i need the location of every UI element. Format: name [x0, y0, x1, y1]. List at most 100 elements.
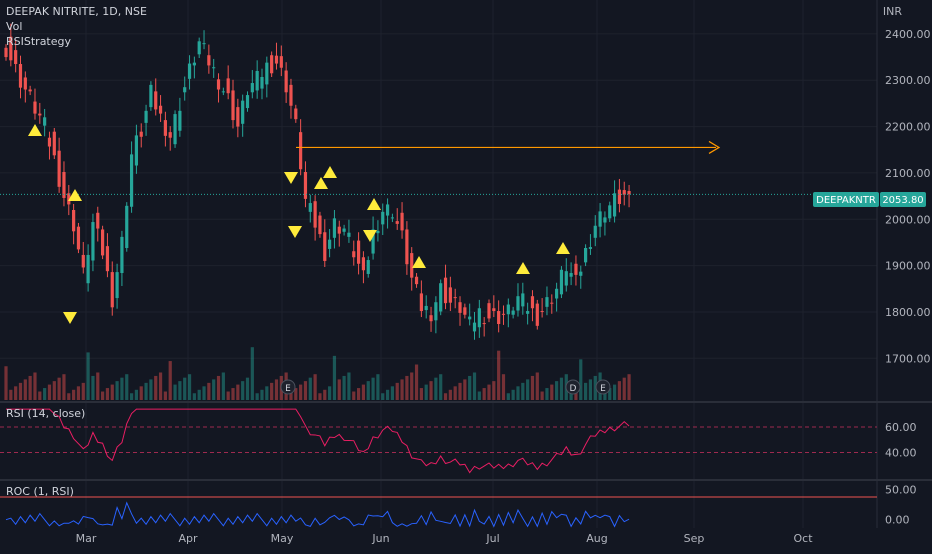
candle[interactable] [289, 78, 293, 119]
candle[interactable] [424, 295, 428, 319]
candle[interactable] [497, 300, 501, 333]
candle[interactable] [183, 76, 187, 101]
candle[interactable] [144, 104, 148, 136]
volume-legend[interactable]: Vol [6, 20, 23, 33]
candle[interactable] [313, 195, 317, 241]
candle[interactable] [294, 104, 298, 123]
candle[interactable] [332, 210, 337, 249]
candle[interactable] [18, 55, 23, 99]
candle[interactable] [303, 161, 308, 208]
candle[interactable] [487, 299, 491, 323]
candle[interactable] [579, 265, 583, 289]
candle[interactable] [463, 303, 467, 319]
event-badge[interactable]: E [280, 379, 296, 395]
candle[interactable] [265, 56, 269, 98]
candle[interactable] [231, 79, 235, 129]
candle[interactable] [129, 141, 134, 213]
candle[interactable] [57, 137, 61, 193]
candle[interactable] [274, 42, 279, 70]
candle[interactable] [52, 127, 56, 160]
event-badge[interactable]: E [595, 379, 611, 395]
candle[interactable] [308, 194, 312, 223]
candle[interactable] [453, 288, 457, 309]
candle[interactable] [492, 295, 496, 318]
candle[interactable] [91, 213, 95, 272]
candle[interactable] [385, 198, 390, 229]
rsi-legend[interactable]: RSI (14, close) [6, 407, 86, 420]
candle[interactable] [4, 44, 8, 61]
candle[interactable] [429, 306, 433, 332]
candle[interactable] [448, 276, 452, 312]
candle[interactable] [516, 283, 520, 317]
candle[interactable] [506, 298, 510, 328]
symbol-title[interactable]: DEEPAK NITRITE, 1D, NSE [6, 5, 147, 18]
candle[interactable] [612, 180, 617, 223]
candle[interactable] [598, 203, 602, 238]
candle[interactable] [197, 37, 201, 58]
candle[interactable] [28, 85, 32, 96]
candle[interactable] [173, 110, 177, 148]
candle[interactable] [550, 294, 554, 314]
candle[interactable] [352, 240, 356, 266]
candle[interactable] [212, 58, 216, 78]
candle[interactable] [400, 202, 404, 239]
candle[interactable] [23, 71, 27, 103]
candle[interactable] [477, 299, 481, 338]
candle[interactable] [221, 87, 225, 96]
candle[interactable] [482, 317, 486, 337]
strategy-legend[interactable]: RSIStrategy [6, 35, 72, 48]
candle[interactable] [511, 306, 515, 319]
candle[interactable] [270, 51, 274, 77]
candle[interactable] [347, 219, 351, 243]
candle[interactable] [105, 233, 110, 278]
candle[interactable] [192, 56, 196, 79]
candle[interactable] [526, 302, 530, 325]
candle[interactable] [187, 55, 192, 90]
candle[interactable] [574, 255, 578, 286]
roc-pane[interactable]: 50.00 0.00 [0, 483, 917, 528]
candle[interactable] [501, 305, 506, 325]
rsi-pane[interactable]: 60.00 40.00 [0, 408, 917, 474]
candle[interactable] [342, 224, 346, 236]
candle[interactable] [588, 234, 593, 255]
candle[interactable] [149, 81, 153, 111]
candle[interactable] [125, 202, 129, 252]
candle[interactable] [361, 251, 366, 284]
candle[interactable] [9, 23, 13, 67]
candle[interactable] [371, 216, 375, 260]
candle[interactable] [569, 262, 573, 286]
candle[interactable] [328, 229, 332, 258]
candle[interactable] [279, 45, 283, 77]
candle[interactable] [255, 60, 259, 99]
candle[interactable] [530, 290, 535, 322]
candle[interactable] [226, 65, 230, 100]
candle[interactable] [627, 184, 631, 208]
candle[interactable] [178, 97, 182, 137]
candle[interactable] [236, 98, 240, 138]
candle[interactable] [593, 215, 597, 247]
candle[interactable] [115, 263, 119, 309]
candle[interactable] [540, 298, 544, 318]
candle[interactable] [564, 258, 568, 292]
candle[interactable] [468, 303, 472, 326]
candle[interactable] [14, 39, 18, 73]
candle[interactable] [584, 244, 588, 267]
candle[interactable] [337, 220, 341, 247]
candle[interactable] [395, 208, 399, 230]
candle[interactable] [81, 241, 85, 274]
candle[interactable] [366, 256, 370, 278]
candle[interactable] [555, 282, 559, 312]
candle[interactable] [168, 126, 172, 151]
candle[interactable] [284, 62, 288, 103]
time-axis[interactable]: Mar Apr May Jun Jul Aug Sep Oct [76, 532, 814, 545]
candle[interactable] [33, 88, 37, 120]
candle[interactable] [318, 211, 322, 238]
candle[interactable] [608, 201, 612, 223]
candle[interactable] [356, 232, 361, 275]
candle[interactable] [381, 203, 385, 236]
candle[interactable] [139, 123, 143, 148]
candle[interactable] [241, 94, 245, 137]
candle[interactable] [96, 206, 100, 242]
candle[interactable] [207, 44, 211, 74]
price-axis[interactable]: 2400.00 2300.00 2200.00 2100.00 2000.00 1900.… [885, 28, 931, 365]
